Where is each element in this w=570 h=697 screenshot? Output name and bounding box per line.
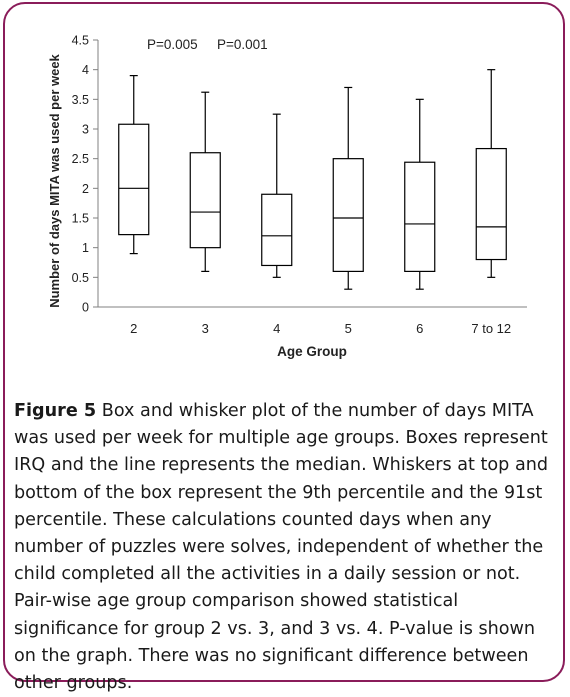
box-plot-chart: 0 0.5 1 1.5 2 2.5 3 3.5 4 4.5 2 3 4 5 6 7 to 12 Number… bbox=[47, 34, 527, 359]
y-tick-label: 0.5 bbox=[72, 271, 89, 285]
chart-axes bbox=[97, 40, 527, 308]
y-tick-label: 3.5 bbox=[72, 93, 89, 107]
y-tick-label: 0 bbox=[82, 301, 89, 315]
y-tick-label: 2 bbox=[82, 182, 89, 196]
iqr-box bbox=[189, 152, 221, 249]
iqr-box bbox=[118, 123, 150, 236]
figure-label: Figure 5 bbox=[14, 401, 97, 421]
box-1 bbox=[118, 74, 150, 255]
iqr-box bbox=[332, 158, 364, 273]
box-4 bbox=[332, 86, 364, 290]
box-5 bbox=[404, 98, 436, 290]
figure-frame bbox=[3, 2, 565, 682]
y-axis-ticks: 0 0.5 1 1.5 2 2.5 3 3.5 4 4.5 bbox=[72, 34, 98, 315]
box-series bbox=[118, 69, 507, 290]
x-tick-label: 5 bbox=[345, 321, 352, 336]
y-tick-label: 2.5 bbox=[72, 152, 89, 166]
y-axis-label: Number of days MITA was used per week bbox=[47, 53, 62, 307]
box-2 bbox=[189, 91, 221, 272]
y-tick-label: 1.5 bbox=[72, 212, 89, 226]
y-tick-label: 4.5 bbox=[72, 34, 89, 48]
p-value-annotation-2: P=0.001 bbox=[217, 37, 268, 52]
x-tick-label: 7 to 12 bbox=[471, 321, 511, 336]
y-tick-label: 4 bbox=[82, 63, 89, 77]
y-tick-label: 1 bbox=[82, 241, 89, 255]
x-tick-label: 3 bbox=[202, 321, 209, 336]
iqr-box bbox=[475, 147, 507, 261]
x-tick-label: 2 bbox=[130, 321, 137, 336]
caption-text: Box and whisker plot of the number of da… bbox=[14, 401, 549, 694]
iqr-box bbox=[261, 193, 293, 267]
figure-caption: Figure 5 Box and whisker plot of the num… bbox=[14, 398, 559, 697]
y-tick-label: 3 bbox=[82, 123, 89, 137]
box-6 bbox=[475, 69, 507, 278]
box-3 bbox=[261, 113, 293, 278]
p-value-annotation-1: P=0.005 bbox=[147, 37, 198, 52]
iqr-box bbox=[404, 161, 436, 273]
x-tick-label: 4 bbox=[273, 321, 280, 336]
x-axis-label: Age Group bbox=[277, 344, 347, 359]
x-axis-ticks: 2 3 4 5 6 7 to 12 bbox=[130, 321, 511, 336]
x-tick-label: 6 bbox=[416, 321, 423, 336]
